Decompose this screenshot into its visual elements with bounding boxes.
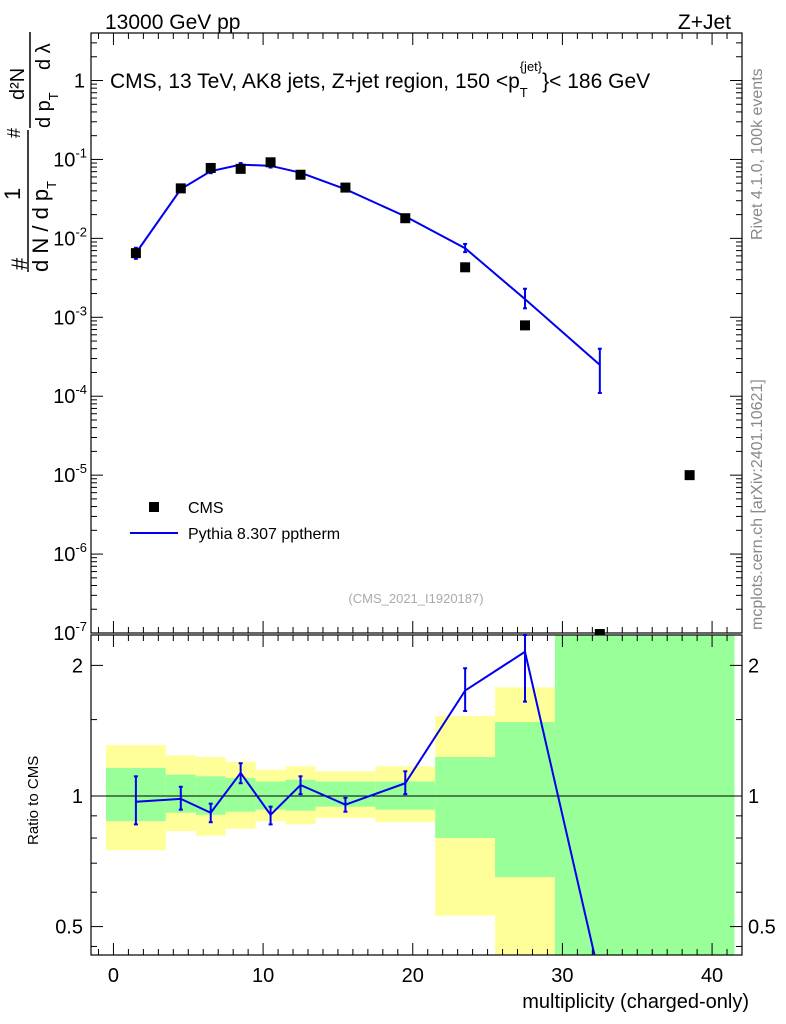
ratio-bands	[105, 635, 735, 955]
ylabel-d2n: d²N	[7, 68, 29, 100]
mcplots-label: mcplots.cern.ch [arXiv:2401.10621]	[749, 379, 766, 630]
cms-data-point	[295, 169, 306, 180]
x-axis-label: multiplicity (charged-only)	[522, 991, 749, 1013]
plot-title: CMS, 13 TeV, AK8 jets, Z+jet region, 150…	[110, 59, 650, 100]
analysis-watermark: (CMS_2021_I1920187)	[348, 591, 483, 606]
cms-data-point	[520, 320, 530, 331]
ratio-ytick-label-right: 2	[748, 655, 759, 677]
x-tick-label: 40	[701, 965, 723, 987]
plot-title-main: CMS, 13 TeV, AK8 jets, Z+jet region, 150…	[110, 70, 520, 93]
top-series	[130, 157, 695, 639]
uncertainty-band-inner-8	[435, 756, 496, 839]
uncertainty-band-inner-9	[495, 722, 555, 878]
top-ylabel: # 1 d N / d pT # d²N d pT d λ	[0, 32, 61, 272]
ylabel-hash-left: #	[7, 257, 32, 270]
ratio-ytick-label-right: 0.5	[748, 917, 776, 939]
plot-title-tail: }< 186 GeV	[542, 70, 650, 93]
ratio-ytick-label-left: 0.5	[55, 917, 83, 939]
ylabel-dl: d λ	[33, 43, 55, 70]
cms-data-point	[265, 157, 276, 168]
cms-data-point	[400, 213, 411, 224]
cms-data-point	[235, 163, 246, 174]
pythia-curve	[135, 163, 601, 366]
y-tick-label: 10-4	[53, 382, 87, 408]
cms-data-point	[340, 182, 351, 193]
ratio-frame-rect	[90, 634, 743, 956]
rivet-label: Rivet 4.1.0, 100k events	[749, 68, 766, 240]
x-tick-label: 0	[108, 965, 119, 987]
y-tick-label: 10-7	[53, 619, 87, 645]
cms-data-point	[684, 470, 695, 481]
x-tick-label: 10	[252, 965, 274, 987]
cms-data-point	[130, 248, 141, 259]
header-right: Z+Jet	[678, 11, 731, 34]
cms-data-point	[205, 162, 216, 173]
x-tick-label: 20	[402, 965, 424, 987]
ylabel-denominator: d N / d pT	[28, 181, 59, 272]
plot-title-sub: T	[520, 85, 528, 100]
uncertainty-band-inner-10	[554, 635, 735, 955]
x-tick-label: 30	[551, 965, 573, 987]
ratio-ytick-label-left: 2	[72, 655, 83, 677]
ratio-series	[133, 634, 596, 956]
top-axis-ticks: 10-7 10-6 10-5 10-4 10-3 10-2 10-1 1	[53, 32, 742, 645]
cms-data-point	[594, 629, 605, 639]
ratio-panel	[90, 634, 743, 956]
y-tick-label: 10-5	[53, 461, 87, 487]
y-tick-label: 10-6	[53, 540, 87, 566]
header-left: 13000 GeV pp	[105, 11, 240, 34]
y-tick-label: 10-1	[53, 145, 87, 171]
top-panel	[90, 32, 743, 634]
ylabel-one: 1	[0, 188, 25, 200]
ratio-ylabel: Ratio to CMS	[25, 756, 42, 845]
legend-label-cms: CMS	[188, 500, 224, 517]
cms-data-point	[175, 183, 186, 194]
y-tick-label: 1	[74, 71, 85, 93]
y-tick-label: 10-3	[53, 303, 87, 329]
ratio-ytick-label-right: 1	[748, 786, 759, 808]
plot-title-sup: {jet}	[520, 59, 543, 74]
ratio-ytick-label-left: 1	[72, 786, 83, 808]
cms-data-point	[460, 262, 471, 273]
ylabel-hash-mid: #	[4, 128, 24, 138]
y-tick-label: 10-2	[53, 224, 87, 250]
legend-marker-cms	[149, 502, 159, 512]
legend-label-pythia: Pythia 8.307 pptherm	[188, 526, 340, 543]
ratio-axis-ticks: 0 10 20 30 40 0.5 0.5 1 1 2 2	[55, 635, 776, 987]
top-frame-rect	[90, 32, 743, 634]
ylabel-dp: d pT	[33, 92, 61, 128]
